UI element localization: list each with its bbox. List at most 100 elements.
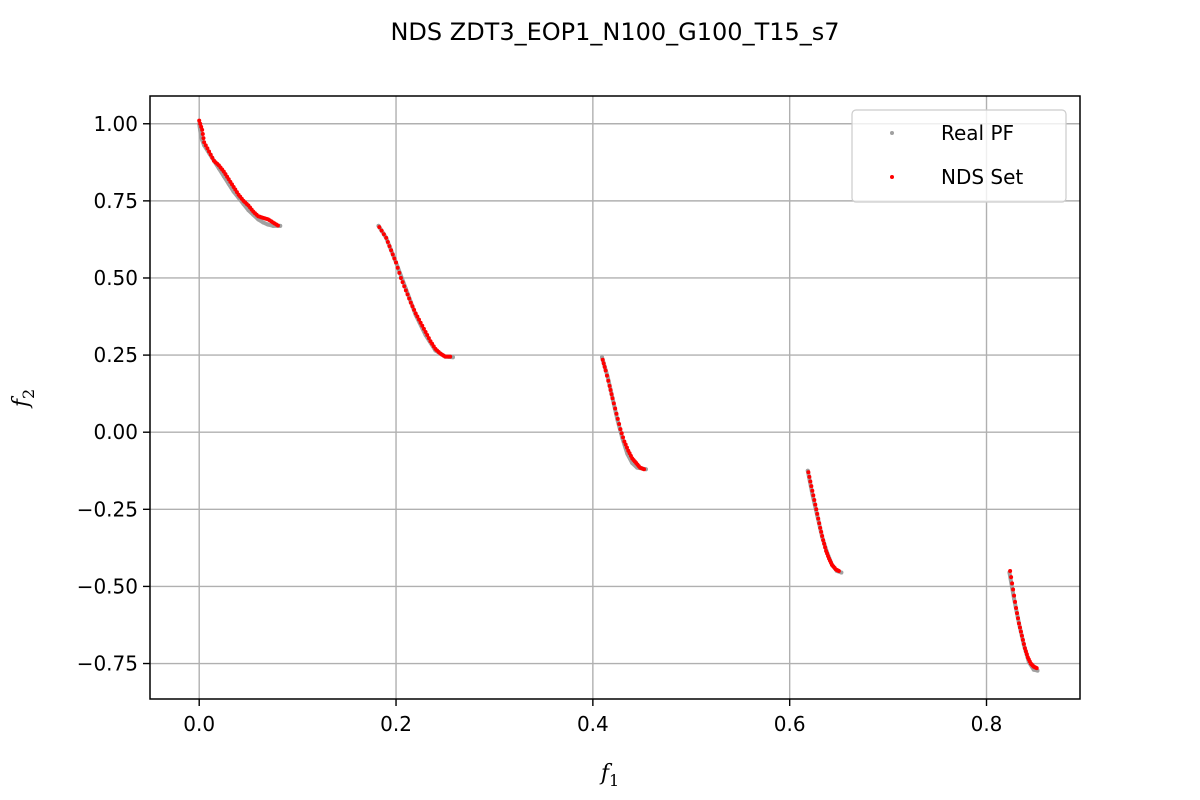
nds-set-point: [397, 270, 402, 275]
nds-set-point: [808, 479, 813, 484]
nds-set-point: [610, 396, 615, 401]
nds-set-point: [202, 140, 207, 145]
nds-set-point: [199, 124, 204, 129]
nds-set-point: [407, 296, 412, 301]
real-pf-point: [266, 222, 271, 227]
nds-set-point: [608, 388, 613, 393]
nds-set-point: [816, 516, 821, 521]
nds-set-point: [395, 265, 400, 270]
nds-set-point: [1034, 666, 1039, 671]
nds-set-point: [413, 311, 418, 316]
nds-set-point: [1017, 625, 1022, 630]
legend-marker-nds-set: [890, 175, 894, 179]
y-tick-label: −0.75: [77, 652, 138, 676]
nds-set-point: [379, 228, 384, 233]
nds-set-point: [1020, 637, 1025, 642]
y-tick-label: 0.50: [93, 266, 138, 290]
nds-set-point: [1021, 641, 1026, 646]
nds-set-point: [822, 541, 827, 546]
nds-set-point: [810, 488, 815, 493]
nds-set-point: [1024, 652, 1029, 657]
nds-set-point: [807, 474, 812, 479]
nds-set-point: [198, 121, 203, 126]
x-tick-label: 0.8: [971, 712, 1003, 736]
nds-set-point: [603, 368, 608, 373]
nds-set-point: [1023, 649, 1028, 654]
nds-set-point: [201, 136, 206, 141]
nds-set-point: [622, 439, 627, 444]
nds-set-point: [818, 525, 823, 530]
nds-set-point: [1015, 611, 1020, 616]
nds-set-point: [618, 427, 623, 432]
x-tick-label: 0.4: [577, 712, 609, 736]
legend-label-real-pf: Real PF: [941, 121, 1014, 145]
nds-set-point: [421, 326, 426, 331]
nds-set-point: [823, 545, 828, 550]
nds-set-point: [392, 256, 397, 261]
nds-set-point: [1008, 568, 1013, 573]
nds-set-point: [390, 252, 395, 257]
nds-set-point: [1022, 646, 1027, 651]
nds-set-point: [814, 507, 819, 512]
nds-set-point: [387, 244, 392, 249]
nds-set-point: [613, 406, 618, 411]
chart-title: NDS ZDT3_EOP1_N100_G100_T15_s7: [390, 18, 839, 46]
nds-set-point: [817, 521, 822, 526]
legend-box: [851, 109, 1067, 203]
nds-set-point: [418, 320, 423, 325]
nds-set-point: [811, 493, 816, 498]
nds-set-point: [1014, 606, 1019, 611]
nds-set-point: [377, 225, 382, 230]
real-pf-point: [261, 220, 266, 225]
nds-set-point: [398, 275, 403, 280]
nds-set-point: [604, 373, 609, 378]
nds-set-point: [1018, 629, 1023, 634]
nds-set-point: [1011, 587, 1016, 592]
nds-set-point: [619, 431, 624, 436]
nds-set-point: [385, 239, 390, 244]
nds-set-point: [425, 333, 430, 338]
x-tick-label: 0.0: [183, 712, 215, 736]
nds-set-point: [624, 445, 629, 450]
nds-set-point: [621, 435, 626, 440]
nds-set-point: [1016, 621, 1021, 626]
nds-set-point: [210, 155, 215, 160]
nds-set-point: [1016, 616, 1020, 621]
nds-set-point: [448, 354, 453, 359]
plot-area-frame: [149, 95, 1081, 700]
nds-set-point: [205, 146, 210, 151]
nds-set-point: [600, 357, 605, 362]
y-tick-label: 0.75: [93, 189, 138, 213]
grid: [150, 96, 1080, 699]
y-tick-label: −0.50: [77, 574, 138, 598]
nds-set-point: [403, 288, 408, 293]
nds-set-point: [836, 568, 841, 573]
nds-set-point: [623, 442, 628, 447]
nds-set-point: [426, 336, 431, 341]
nds-set-point: [809, 484, 814, 489]
nds-set-point: [806, 470, 811, 475]
nds-set-point: [614, 411, 619, 416]
nds-set-point: [405, 292, 410, 297]
nds-set-point: [203, 143, 208, 148]
nds-set-point: [400, 280, 405, 285]
nds-set-point: [389, 248, 394, 253]
nds-set-point: [611, 401, 616, 406]
nds-set-point: [381, 232, 386, 237]
nds-set-point: [420, 323, 425, 328]
nds-set-point: [207, 149, 212, 154]
nds-set-point: [416, 317, 421, 322]
nds-set-point: [412, 307, 417, 312]
nds-set-point: [1012, 593, 1017, 598]
nds-set-point: [820, 534, 825, 539]
nds-set-point: [415, 314, 420, 319]
y-tick-label: 0.25: [93, 343, 138, 367]
real-pf-point: [1012, 596, 1017, 601]
y-tick-label: −0.25: [77, 497, 138, 521]
series-nds-set: [197, 118, 1039, 671]
nds-set-point: [821, 538, 826, 543]
nds-set-point: [1009, 575, 1014, 580]
nds-set-point: [410, 304, 415, 309]
nds-set-point: [1010, 581, 1015, 586]
nds-set-point: [402, 284, 407, 289]
